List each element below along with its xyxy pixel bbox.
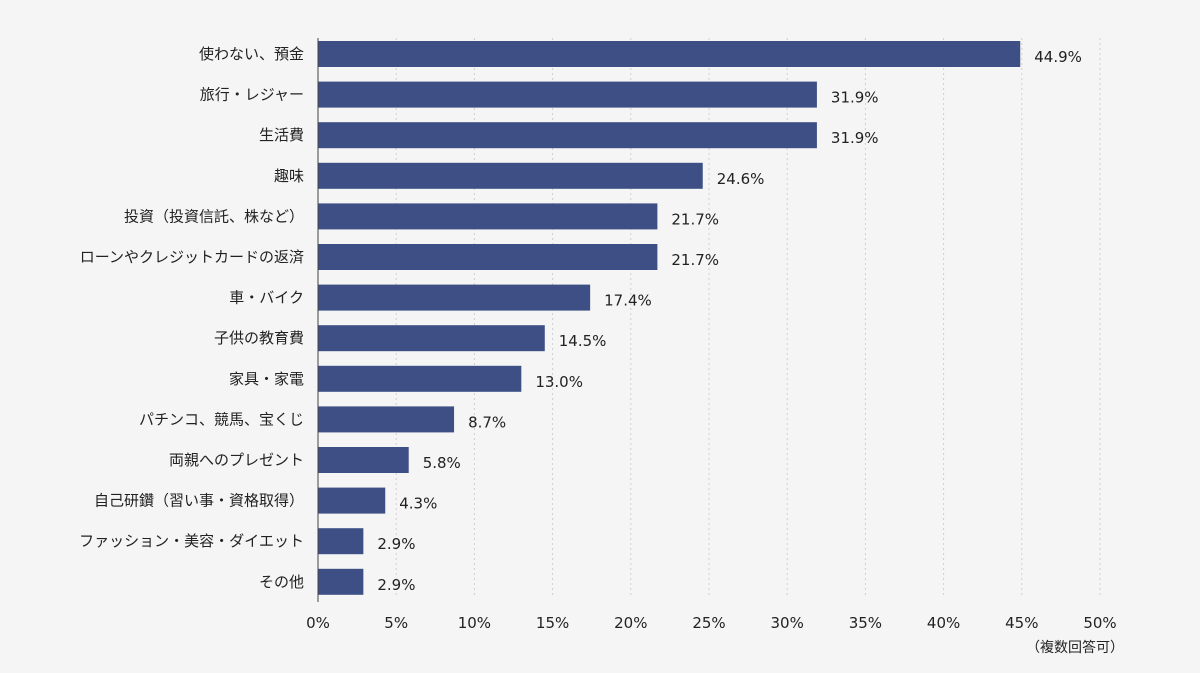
value-label: 21.7% bbox=[671, 210, 719, 228]
value-label: 24.6% bbox=[717, 170, 765, 188]
x-axis-ticks: 0% 5% 10% 15% 20% 25% 30% 35% 40% 45% 50% bbox=[306, 614, 1117, 632]
bar bbox=[318, 122, 817, 149]
bar bbox=[318, 325, 545, 352]
value-label: 5.8% bbox=[423, 454, 461, 472]
bar bbox=[318, 568, 364, 595]
value-label: 2.9% bbox=[377, 535, 415, 553]
bar bbox=[318, 41, 1021, 67]
x-tick-label: 50% bbox=[1083, 614, 1116, 632]
category-label: パチンコ、競馬、宝くじ bbox=[139, 410, 304, 428]
category-label: 車・バイク bbox=[229, 289, 304, 307]
bar bbox=[318, 528, 364, 555]
value-label: 14.5% bbox=[559, 332, 607, 350]
category-label: 使わない、預金 bbox=[199, 45, 304, 63]
bar bbox=[318, 447, 409, 473]
x-tick-label: 0% bbox=[306, 614, 330, 632]
x-tick-label: 10% bbox=[458, 614, 491, 632]
x-tick-label: 35% bbox=[849, 614, 882, 632]
bar bbox=[318, 406, 455, 433]
bar bbox=[318, 81, 817, 108]
category-label: ローンやクレジットカードの返済 bbox=[80, 248, 304, 266]
x-tick-label: 5% bbox=[384, 614, 408, 632]
grid-lines bbox=[395, 38, 1101, 598]
value-label: 2.9% bbox=[377, 576, 415, 594]
chart-note: （複数回答可） bbox=[1026, 639, 1124, 656]
bar bbox=[318, 162, 703, 189]
category-label: 子供の教育費 bbox=[214, 329, 304, 347]
category-label: 趣味 bbox=[274, 167, 304, 185]
x-tick-label: 40% bbox=[927, 614, 960, 632]
category-label: 投資（投資信託、株など） bbox=[124, 207, 304, 225]
value-label: 8.7% bbox=[468, 413, 506, 431]
category-label: その他 bbox=[259, 573, 304, 591]
category-label: 旅行・レジャー bbox=[200, 86, 304, 104]
value-label: 13.0% bbox=[535, 373, 583, 391]
category-label: 両親へのプレゼント bbox=[169, 451, 304, 469]
bar bbox=[318, 365, 522, 392]
category-label: ファッション・美容・ダイエット bbox=[79, 532, 304, 550]
bar bbox=[318, 203, 658, 230]
bar bbox=[318, 284, 591, 311]
bar bbox=[318, 487, 386, 514]
value-label: 21.7% bbox=[671, 251, 719, 269]
bar bbox=[318, 244, 658, 270]
category-label: 生活費 bbox=[259, 126, 304, 144]
x-tick-label: 45% bbox=[1005, 614, 1038, 632]
value-label: 4.3% bbox=[399, 495, 437, 513]
value-label: 44.9% bbox=[1034, 48, 1082, 66]
category-label: 家具・家電 bbox=[229, 370, 304, 388]
value-label: 31.9% bbox=[831, 129, 879, 147]
x-tick-label: 30% bbox=[771, 614, 804, 632]
x-tick-label: 25% bbox=[692, 614, 725, 632]
category-label: 自己研鑽（習い事・資格取得） bbox=[94, 492, 304, 510]
value-labels: 44.9% 31.9% 31.9% 24.6% 21.7% 21.7% 17.4% 14.5%… bbox=[377, 48, 1082, 594]
x-tick-label: 15% bbox=[536, 614, 569, 632]
value-label: 17.4% bbox=[604, 292, 652, 310]
bars bbox=[318, 41, 1021, 595]
value-label: 31.9% bbox=[831, 89, 879, 107]
x-tick-label: 20% bbox=[614, 614, 647, 632]
